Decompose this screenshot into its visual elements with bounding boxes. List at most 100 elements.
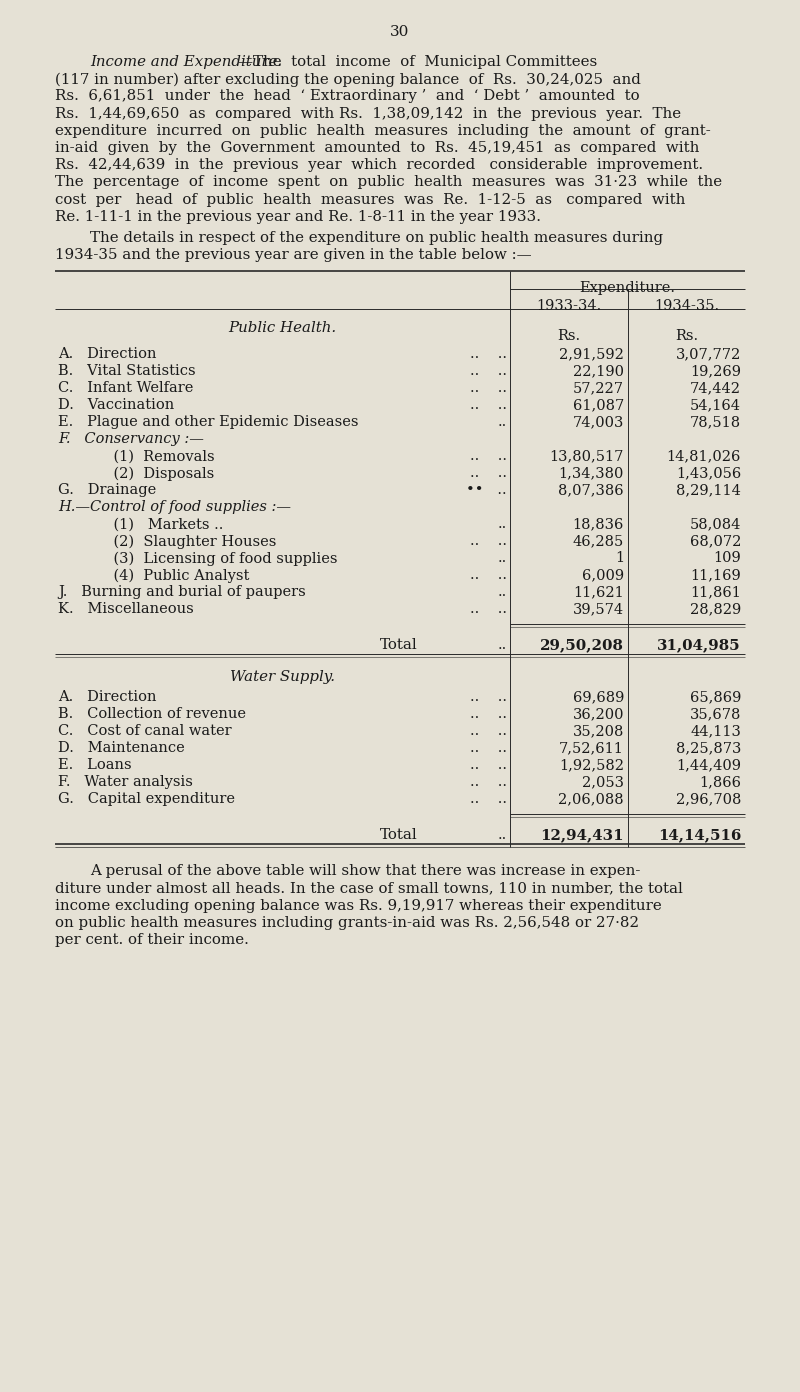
Text: ..    ..: .. ..	[470, 707, 507, 721]
Text: 31,04,985: 31,04,985	[658, 639, 741, 653]
Text: 1,34,380: 1,34,380	[558, 466, 624, 480]
Text: 78,518: 78,518	[690, 415, 741, 429]
Text: 35,208: 35,208	[573, 724, 624, 738]
Text: ..    ..: .. ..	[470, 603, 507, 617]
Text: 2,91,592: 2,91,592	[559, 348, 624, 362]
Text: 44,113: 44,113	[690, 724, 741, 738]
Text: Rs.: Rs.	[558, 330, 581, 344]
Text: D.   Vaccination: D. Vaccination	[58, 398, 174, 412]
Text: A.   Direction: A. Direction	[58, 690, 157, 704]
Text: 13,80,517: 13,80,517	[550, 450, 624, 464]
Text: ..: ..	[498, 518, 507, 532]
Text: Total: Total	[380, 828, 418, 842]
Text: A perusal of the above table will show that there was increase in expen-: A perusal of the above table will show t…	[90, 864, 640, 878]
Text: (1)  Removals: (1) Removals	[58, 450, 214, 464]
Text: 8,07,386: 8,07,386	[558, 483, 624, 497]
Text: ..    ..: .. ..	[470, 450, 507, 464]
Text: 30: 30	[390, 25, 410, 39]
Text: (2)  Slaughter Houses: (2) Slaughter Houses	[58, 535, 276, 548]
Text: C.   Infant Welfare: C. Infant Welfare	[58, 381, 194, 395]
Text: D.   Maintenance: D. Maintenance	[58, 742, 185, 756]
Text: 54,164: 54,164	[690, 398, 741, 412]
Text: ..: ..	[498, 586, 507, 600]
Text: 57,227: 57,227	[573, 381, 624, 395]
Text: 6,009: 6,009	[582, 568, 624, 582]
Text: Income and Expenditure.: Income and Expenditure.	[90, 56, 282, 70]
Text: Rs.: Rs.	[675, 330, 698, 344]
Text: G.   Drainage: G. Drainage	[58, 483, 156, 497]
Text: B.   Collection of revenue: B. Collection of revenue	[58, 707, 246, 721]
Text: ..    ..: .. ..	[470, 568, 507, 582]
Text: 1934-35 and the previous year are given in the table below :—: 1934-35 and the previous year are given …	[55, 248, 532, 262]
Text: 11,861: 11,861	[690, 586, 741, 600]
Text: E.   Loans: E. Loans	[58, 759, 132, 773]
Text: ..    ..: .. ..	[470, 759, 507, 773]
Text: 1,92,582: 1,92,582	[559, 759, 624, 773]
Text: ..: ..	[498, 828, 507, 842]
Text: F.   Conservancy :—: F. Conservancy :—	[58, 433, 204, 447]
Text: ..: ..	[498, 415, 507, 429]
Text: Rs.  1,44,69,650  as  compared  with Rs.  1,38,09,142  in  the  previous  year. : Rs. 1,44,69,650 as compared with Rs. 1,3…	[55, 107, 681, 121]
Text: The details in respect of the expenditure on public health measures during: The details in respect of the expenditur…	[90, 231, 663, 245]
Text: 18,836: 18,836	[573, 518, 624, 532]
Text: 58,084: 58,084	[690, 518, 741, 532]
Text: The  percentage  of  income  spent  on  public  health  measures  was  31·23  wh: The percentage of income spent on public…	[55, 175, 722, 189]
Text: diture under almost all heads. In the case of small towns, 110 in number, the to: diture under almost all heads. In the ca…	[55, 881, 683, 895]
Text: expenditure  incurred  on  public  health  measures  including  the  amount  of : expenditure incurred on public health me…	[55, 124, 710, 138]
Text: 1933-34.: 1933-34.	[536, 299, 602, 313]
Text: per cent. of their income.: per cent. of their income.	[55, 933, 249, 947]
Text: 14,14,516: 14,14,516	[658, 828, 741, 842]
Text: Expenditure.: Expenditure.	[579, 281, 675, 295]
Text: 7,52,611: 7,52,611	[559, 742, 624, 756]
Text: 22,190: 22,190	[573, 365, 624, 379]
Text: 28,829: 28,829	[690, 603, 741, 617]
Text: 14,81,026: 14,81,026	[666, 450, 741, 464]
Text: ..    ..: .. ..	[470, 466, 507, 480]
Text: 74,003: 74,003	[573, 415, 624, 429]
Text: ..    ..: .. ..	[470, 348, 507, 362]
Text: 1,866: 1,866	[699, 775, 741, 789]
Text: (117 in number) after excluding the opening balance  of  Rs.  30,24,025  and: (117 in number) after excluding the open…	[55, 72, 641, 86]
Text: 39,574: 39,574	[573, 603, 624, 617]
Text: ..    ..: .. ..	[470, 398, 507, 412]
Text: 69,689: 69,689	[573, 690, 624, 704]
Text: Public Health.: Public Health.	[229, 322, 337, 335]
Text: C.   Cost of canal water: C. Cost of canal water	[58, 724, 232, 738]
Text: E.   Plague and other Epidemic Diseases: E. Plague and other Epidemic Diseases	[58, 415, 358, 429]
Text: 1,44,409: 1,44,409	[676, 759, 741, 773]
Text: in-aid  given  by  the  Government  amounted  to  Rs.  45,19,451  as  compared  : in-aid given by the Government amounted …	[55, 141, 699, 155]
Text: 65,869: 65,869	[690, 690, 741, 704]
Text: (2)  Disposals: (2) Disposals	[58, 466, 214, 480]
Text: Rs.  6,61,851  under  the  head  ‘ Extraordinary ’  and  ‘ Debt ’  amounted  to: Rs. 6,61,851 under the head ‘ Extraordin…	[55, 89, 640, 103]
Text: Rs.  42,44,639  in  the  previous  year  which  recorded   considerable  improve: Rs. 42,44,639 in the previous year which…	[55, 159, 703, 173]
Text: ..    ..: .. ..	[470, 742, 507, 756]
Text: 1: 1	[615, 551, 624, 565]
Text: 61,087: 61,087	[573, 398, 624, 412]
Text: A.   Direction: A. Direction	[58, 348, 157, 362]
Text: 1934-35.: 1934-35.	[654, 299, 719, 313]
Text: Re. 1-11-1 in the previous year and Re. 1-8-11 in the year 1933.: Re. 1-11-1 in the previous year and Re. …	[55, 210, 541, 224]
Text: 8,29,114: 8,29,114	[676, 483, 741, 497]
Text: (1)   Markets ..: (1) Markets ..	[58, 518, 223, 532]
Text: income excluding opening balance was Rs. 9,19,917 whereas their expenditure: income excluding opening balance was Rs.…	[55, 899, 662, 913]
Text: ..: ..	[498, 551, 507, 565]
Text: 68,072: 68,072	[690, 535, 741, 548]
Text: Water Supply.: Water Supply.	[230, 671, 335, 685]
Text: 29,50,208: 29,50,208	[540, 639, 624, 653]
Text: ..    ..: .. ..	[470, 724, 507, 738]
Text: Total: Total	[380, 639, 418, 653]
Text: 12,94,431: 12,94,431	[541, 828, 624, 842]
Text: on public health measures including grants-in-aid was Rs. 2,56,548 or 27·82: on public health measures including gran…	[55, 916, 639, 930]
Text: 19,269: 19,269	[690, 365, 741, 379]
Text: ..    ..: .. ..	[470, 690, 507, 704]
Text: 2,96,708: 2,96,708	[676, 792, 741, 806]
Text: G.   Capital expenditure: G. Capital expenditure	[58, 792, 235, 806]
Text: F.   Water analysis: F. Water analysis	[58, 775, 193, 789]
Text: ..    ..: .. ..	[470, 535, 507, 548]
Text: ..    ..: .. ..	[470, 792, 507, 806]
Text: 46,285: 46,285	[573, 535, 624, 548]
Text: 36,200: 36,200	[573, 707, 624, 721]
Text: 8,25,873: 8,25,873	[676, 742, 741, 756]
Text: —The  total  income  of  Municipal Committees: —The total income of Municipal Committee…	[238, 56, 598, 70]
Text: 74,442: 74,442	[690, 381, 741, 395]
